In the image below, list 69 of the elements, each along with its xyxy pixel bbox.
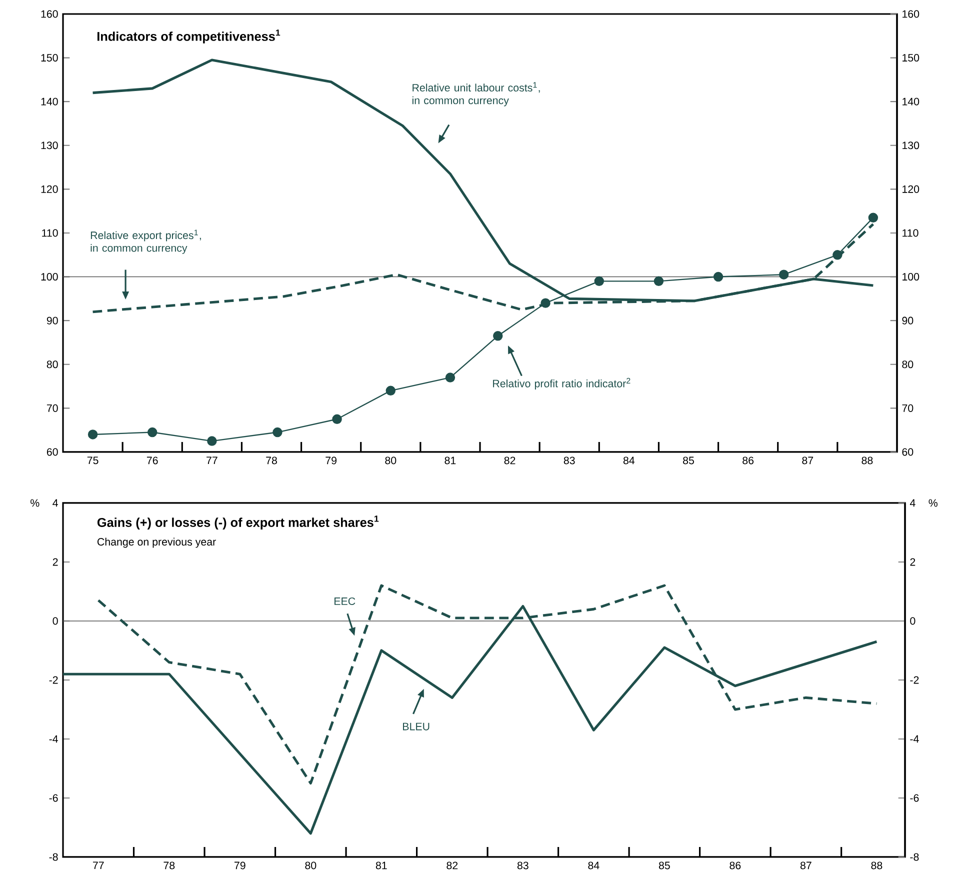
x-tick-label: 79 [326, 456, 336, 464]
x-tick-label: 76 [146, 456, 158, 464]
point [272, 427, 282, 438]
point [778, 270, 789, 280]
x-tick-label: 87 [802, 456, 814, 464]
y-tick-label: 150 [902, 54, 920, 62]
x-tick-label: 80 [305, 862, 316, 870]
y-tick-label: 100 [902, 273, 920, 281]
point [207, 436, 217, 446]
point [445, 372, 456, 382]
y-tick-label: 130 [902, 142, 920, 150]
y-tick-label: 70 [902, 404, 914, 412]
x-tick-label: 75 [87, 456, 98, 464]
point [386, 386, 396, 396]
y-tick-label: 160 [902, 10, 920, 18]
y-tick-label: 60 [902, 448, 914, 456]
y-tick-label: -2 [49, 676, 58, 684]
point [868, 212, 878, 223]
y2-axis-title: % [928, 499, 938, 507]
text: Relative unit labour costs$^{1}$, in common currency [412, 82, 540, 106]
y-tick-label: -8 [49, 853, 58, 861]
point [540, 298, 550, 308]
y-tick-label: 110 [902, 229, 918, 237]
x-tick-label: 87 [800, 862, 812, 870]
chart-title: Indicators of competitiveness$^{1}$ [97, 30, 280, 44]
point [147, 427, 158, 438]
y-tick-label: -4 [49, 735, 58, 743]
point [594, 276, 604, 286]
x-tick-label: 78 [266, 456, 277, 464]
x-tick-label: 78 [164, 862, 175, 870]
x-tick-label: 84 [623, 456, 635, 464]
point [88, 430, 98, 440]
x-tick-label: 85 [658, 862, 670, 870]
y-tick-label: 0 [52, 617, 58, 625]
x-tick-label: 83 [564, 456, 575, 464]
x-tick-label: 79 [234, 862, 246, 870]
text: Relativo profit ratio indicator$^{2}$ [493, 378, 630, 390]
x-tick-label: 77 [206, 456, 218, 464]
legend-label: BLEU [403, 722, 430, 730]
y-tick-label: 140 [902, 98, 920, 106]
chart-title: Gains (+) or losses (-) of export market shares$^{1}$ [97, 516, 379, 530]
x-tick-label: 82 [504, 456, 516, 464]
y-tick-label: 80 [902, 360, 914, 368]
x-tick-label: 83 [517, 862, 528, 870]
y-tick-label: 4 [52, 499, 58, 507]
x-tick-label: 77 [92, 862, 104, 870]
x-tick-label: 81 [444, 456, 456, 464]
point [713, 272, 724, 282]
x-tick-label: 85 [683, 456, 694, 464]
point [332, 414, 342, 424]
y-tick-label: 90 [902, 316, 914, 324]
point [832, 250, 842, 260]
x-tick-label: 81 [376, 862, 387, 870]
x-tick-label: 84 [588, 862, 600, 870]
text: Change on previous year [97, 538, 216, 548]
y-tick-label: 2 [52, 558, 58, 566]
y-tick-label: -6 [49, 794, 58, 802]
x-tick-label: 88 [871, 862, 882, 870]
series-label: EEC [334, 597, 356, 605]
y-axis-title: % [30, 499, 40, 507]
point [493, 331, 503, 341]
y-tick-label: 120 [902, 185, 920, 193]
point [654, 276, 664, 286]
x-tick-label: 86 [730, 862, 741, 870]
x-tick-label: 88 [862, 456, 873, 464]
text: Relative export prices$^{1}$, in common currency [90, 230, 201, 254]
x-tick-label: 80 [385, 456, 396, 464]
x-tick-label: 82 [446, 862, 458, 870]
x-tick-label: 86 [742, 456, 754, 464]
